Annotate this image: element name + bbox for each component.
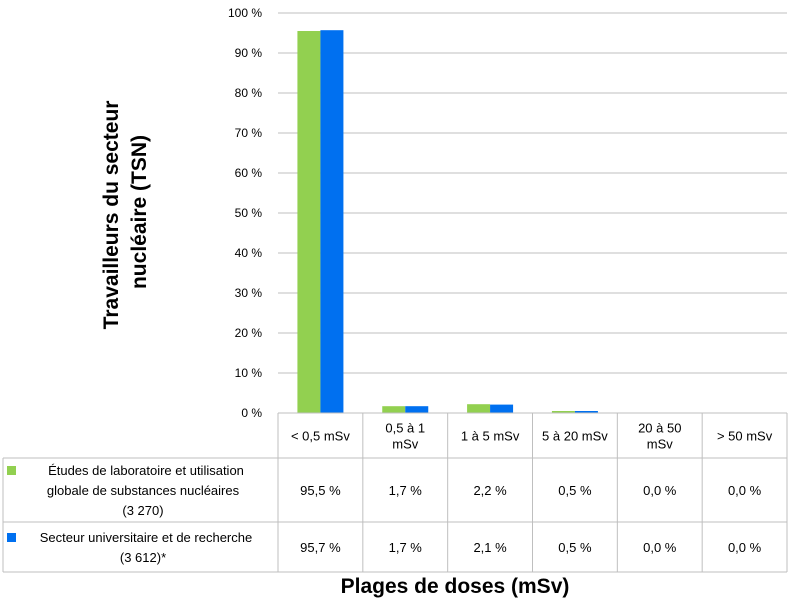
x-axis-label: Plages de doses (mSv)	[341, 575, 570, 598]
bars	[297, 30, 598, 413]
bar	[467, 404, 491, 413]
bar	[551, 411, 575, 413]
y-tick-label: 0 %	[241, 406, 262, 420]
y-axis-ticks: 0 % 10 % 20 % 30 % 40 % 50 % 60 % 70 % 80 % 90 % 1…	[228, 6, 262, 420]
legend-entry: Secteur universitaire et de recherche (3 …	[40, 530, 252, 565]
data-label: 0,5 %	[558, 540, 592, 555]
data-label: 0,5 %	[558, 483, 592, 498]
y-tick-label: 40 %	[235, 246, 263, 260]
y-tick-label: 30 %	[235, 286, 263, 300]
bar	[490, 404, 514, 413]
grid-lines	[278, 12, 787, 414]
y-tick-label: 50 %	[235, 206, 263, 220]
data-label: 95,7 %	[300, 540, 341, 555]
data-table: < 0,5 mSv 0,5 à 1 mSv 1 à 5 mSv 5 à 20 mSv 20…	[2, 412, 788, 573]
bar	[382, 406, 406, 413]
data-label: 0,0 %	[643, 483, 677, 498]
data-label: 95,5 %	[300, 483, 341, 498]
data-label: 0,0 %	[643, 540, 677, 555]
data-label: 2,1 %	[473, 540, 507, 555]
y-tick-label: 10 %	[235, 366, 263, 380]
bar	[405, 406, 429, 413]
legend-swatch	[7, 533, 16, 542]
x-tick-label: 1 à 5 mSv	[461, 429, 520, 444]
legend-swatch	[7, 466, 16, 475]
y-tick-label: 90 %	[235, 46, 263, 60]
bar	[574, 411, 598, 413]
y-axis-label-line-2: nucléaire (TSN)	[128, 135, 151, 289]
data-label: 0,0 %	[728, 483, 762, 498]
data-label: 2,2 %	[473, 483, 507, 498]
x-tick-label: > 50 mSv	[717, 429, 773, 444]
x-tick-label: 0,5 à 1 mSv	[385, 421, 425, 452]
y-tick-label: 60 %	[235, 166, 263, 180]
x-tick-label: < 0,5 mSv	[291, 429, 350, 444]
y-tick-label: 70 %	[235, 126, 263, 140]
y-axis-label-line-1: Travailleurs du secteur	[100, 101, 123, 330]
data-label: 1,7 %	[389, 540, 423, 555]
bar	[320, 30, 344, 413]
data-label: 0,0 %	[728, 540, 762, 555]
legend-entry: Études de laboratoire et utilisation glob…	[47, 463, 244, 518]
bar	[297, 31, 321, 413]
y-tick-label: 80 %	[235, 86, 263, 100]
x-tick-label: 20 à 50 mSv	[638, 421, 681, 452]
y-tick-label: 20 %	[235, 326, 263, 340]
y-tick-label: 100 %	[228, 6, 262, 20]
y-axis-label: Travailleurs du secteur nucléaire (TSN)	[100, 95, 151, 330]
x-tick-label: 5 à 20 mSv	[542, 429, 608, 444]
data-label: 1,7 %	[389, 483, 423, 498]
